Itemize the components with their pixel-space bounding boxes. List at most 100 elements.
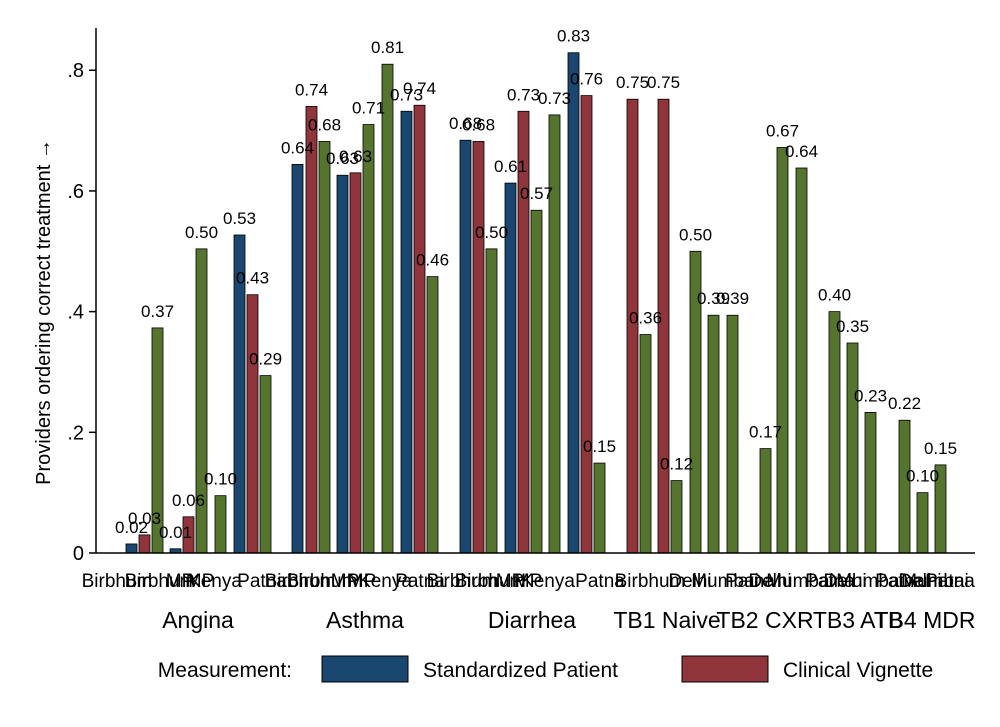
value-label: 0.02: [115, 518, 148, 537]
bar-tb1-naive-patna: [707, 314, 720, 554]
bar-angina-kenya: [214, 495, 227, 554]
value-label: 0.57: [520, 184, 553, 203]
value-label: 0.75: [647, 73, 680, 92]
value-label: 0.39: [697, 289, 730, 308]
bars: [125, 52, 947, 554]
y-axis: 0 .2 .4 .6 .8: [67, 28, 97, 565]
x-tick-label: Mumbai: [691, 571, 759, 592]
value-label: 0.37: [141, 302, 174, 321]
bar-asthma-kenya: [381, 63, 394, 554]
value-label: 0.17: [749, 423, 782, 442]
value-label: 0.06: [172, 491, 205, 510]
x-tick-label: Delhi: [748, 571, 791, 592]
value-label: 0.67: [766, 121, 799, 140]
bar-asthma-mp: [362, 124, 375, 554]
bar-asthma-birbhum: [291, 163, 304, 554]
bar-diarrhea-birbhum: [485, 248, 498, 554]
value-label: 0.73: [507, 85, 540, 104]
value-label: 0.68: [308, 115, 341, 134]
bar-diarrhea-patna: [593, 462, 606, 554]
bar-diarrhea-patna: [580, 95, 593, 554]
bar-diarrhea-patna: [567, 52, 580, 554]
x-tick-label: Birbhum: [615, 571, 686, 592]
value-label: 0.03: [128, 509, 161, 528]
bar-angina-patna: [246, 294, 259, 554]
value-label: 0.50: [185, 223, 218, 242]
bar-tb3-atb-patna: [864, 411, 877, 554]
bar-asthma-mp: [349, 172, 362, 554]
x-tick-label: MP: [166, 571, 195, 592]
bar-diarrhea-mp: [517, 110, 530, 554]
x-tick-label: Birbhum: [427, 571, 498, 592]
x-tick-label: MP: [348, 571, 377, 592]
value-label: 0.81: [371, 38, 404, 57]
x-tick-label: Patna: [237, 571, 287, 592]
y-axis-title: Providers ordering correct treatment →: [33, 139, 55, 485]
value-label: 0.71: [352, 99, 385, 118]
bar-asthma-patna: [413, 104, 426, 554]
value-label: 0.75: [616, 73, 649, 92]
value-label: 0.73: [538, 89, 571, 108]
x-tick-label: Patna: [575, 571, 625, 592]
value-label: 0.10: [906, 467, 939, 486]
x-tick-label: Kenya: [358, 571, 412, 592]
value-label: 0.64: [281, 138, 314, 157]
legend-label-clinical-vignette: Clinical Vignette: [783, 659, 933, 682]
value-label: 0.76: [570, 70, 603, 89]
bar-tb4-mdr-mumbai: [916, 492, 929, 554]
x-tick-label: Mumbai: [836, 571, 904, 592]
x-tick-label: Kenya: [521, 571, 575, 592]
x-tick-label: Birbhum: [455, 571, 526, 592]
value-label: 0.50: [475, 223, 508, 242]
value-label: 0.74: [295, 80, 328, 99]
value-label: 0.23: [854, 386, 887, 405]
x-tick-label: MP: [186, 571, 215, 592]
legend-swatch-standardized-patient: [321, 655, 409, 683]
bar-asthma-birbhum: [318, 141, 331, 554]
group-label: TB1 Naive: [613, 607, 720, 633]
legend-swatch-clinical-vignette: [681, 655, 769, 683]
value-label: 0.53: [223, 209, 256, 228]
x-tick-label: Delhi: [898, 571, 941, 592]
x-tick-label: Delhi: [823, 571, 866, 592]
bar-diarrhea-kenya: [548, 114, 561, 554]
value-label: 0.15: [924, 439, 957, 458]
bar-tb2-cxr-mumbai: [776, 147, 789, 554]
value-labels: 0.03 0.37 0.06 0.50 0.10 0.53 0.43 0.29 0.02 0.01…: [115, 27, 957, 542]
x-tick-label: Delhi: [668, 571, 711, 592]
value-label: 0.01: [159, 523, 192, 542]
value-label: 0.35: [836, 317, 869, 336]
bar-tb1-naive-birbhum: [639, 334, 652, 554]
value-label: 0.68: [462, 115, 495, 134]
x-tick-label: Birbhum: [265, 571, 336, 592]
bar-tb2-cxr-patna: [795, 167, 808, 554]
value-label: 0.83: [557, 27, 590, 46]
value-label: 0.46: [416, 251, 449, 270]
bar-asthma-birbhum: [305, 106, 318, 554]
bar-angina-patna: [259, 375, 272, 554]
group-label: Asthma: [326, 607, 404, 633]
legend-label-standardized-patient: Standardized Patient: [423, 659, 618, 682]
group-label: Angina: [162, 607, 234, 633]
x-tick-label: Kenya: [188, 571, 242, 592]
value-label: 0.12: [660, 455, 693, 474]
value-label: 0.61: [494, 157, 527, 176]
value-label: 0.50: [679, 225, 712, 244]
y-tick-label: .2: [67, 422, 84, 444]
group-label: TB4 MDR: [875, 607, 976, 633]
bar-tb1-naive-patna: [726, 314, 739, 554]
value-label: 0.63: [339, 147, 372, 166]
legend: Measurement: Standardized Patient Clinic…: [158, 655, 933, 683]
bar-angina-birbhum: [125, 543, 138, 554]
x-tick-label: Birbhum: [125, 571, 196, 592]
value-label: 0.15: [583, 437, 616, 456]
bar-diarrhea-birbhum: [472, 141, 485, 554]
x-tick-label: Mumbai: [766, 571, 834, 592]
bar-asthma-patna: [426, 276, 439, 554]
y-tick-label: 0: [73, 543, 84, 565]
x-tick-label: Patna: [805, 571, 855, 592]
bar-diarrhea-mp: [530, 209, 543, 554]
bar-diarrhea-birbhum: [459, 139, 472, 554]
value-label: 0.64: [785, 142, 818, 161]
